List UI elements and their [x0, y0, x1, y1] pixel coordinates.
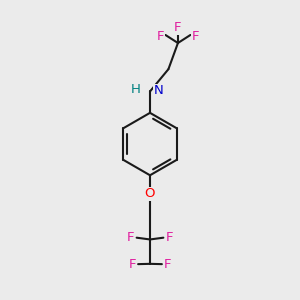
Text: F: F — [127, 231, 134, 244]
Text: O: O — [145, 187, 155, 200]
Text: F: F — [166, 231, 173, 244]
Text: F: F — [174, 21, 182, 34]
Text: F: F — [192, 30, 200, 43]
Text: H: H — [131, 83, 141, 96]
Text: F: F — [156, 30, 164, 43]
Text: F: F — [164, 258, 171, 271]
Text: N: N — [154, 84, 163, 98]
Text: F: F — [129, 258, 136, 271]
